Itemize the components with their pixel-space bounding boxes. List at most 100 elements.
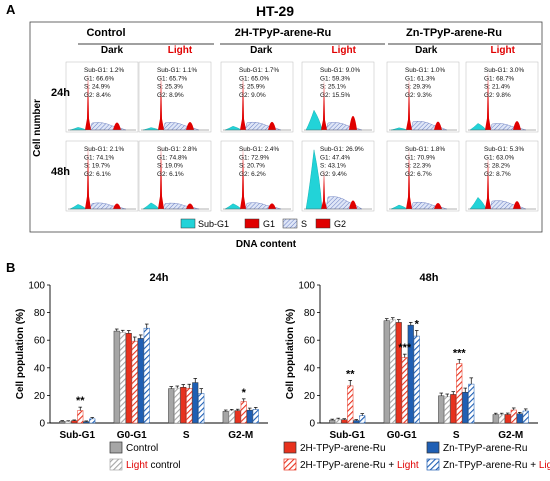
bar bbox=[450, 394, 457, 424]
condition-label-light: Light bbox=[491, 45, 516, 56]
g1-peak bbox=[321, 168, 327, 209]
flow-stat-text: G1: 68.7% bbox=[484, 75, 515, 82]
subg1-peak bbox=[224, 126, 242, 131]
g1-peak bbox=[321, 79, 327, 130]
flow-stat-text: G2: 6.2% bbox=[239, 171, 266, 178]
flow-stat-text: S: 19.0% bbox=[157, 163, 183, 170]
legend-label: Zn-TPyP-arene-Ru + Light bbox=[443, 460, 550, 471]
subg1-peak bbox=[469, 123, 487, 131]
bar bbox=[222, 411, 229, 424]
flow-stat-text: G2: 9.8% bbox=[484, 92, 511, 99]
flow-stat-text: G1: 70.9% bbox=[405, 154, 436, 161]
bar bbox=[389, 319, 396, 424]
subg1-peak bbox=[390, 204, 408, 210]
bar bbox=[462, 391, 469, 424]
flow-stat-text: Sub-G1: 1.2% bbox=[84, 67, 124, 74]
bar bbox=[468, 383, 475, 424]
flow-stat-text: G1: 47.4% bbox=[320, 154, 351, 161]
significance-mark: ** bbox=[76, 395, 85, 407]
group-label-zn: Zn-TPyP-arene-Ru bbox=[406, 27, 502, 39]
flow-panel: Sub-G1: 1.7%G1: 65.0% S: 25.9%G2: 9.0% bbox=[220, 61, 294, 133]
flow-stat-text: Sub-G1: 26.9% bbox=[320, 146, 364, 153]
g2-peak bbox=[113, 122, 121, 130]
bar bbox=[401, 357, 408, 424]
bar bbox=[456, 363, 463, 424]
g2-peak bbox=[113, 203, 121, 209]
flow-stat-text: G2: 8.7% bbox=[484, 171, 511, 178]
bar bbox=[353, 420, 360, 424]
legend-b: Control 2H-TPyP-arene-Ru Zn-TPyP-arene-Ru L… bbox=[109, 441, 550, 471]
significance-mark: *** bbox=[453, 347, 467, 359]
flow-stat-text: S: 25.3% bbox=[157, 84, 183, 91]
condition-label-light: Light bbox=[168, 45, 193, 56]
bar bbox=[83, 421, 90, 424]
subg1-peak bbox=[142, 202, 160, 210]
flow-panel: Sub-G1: 5.3%G1: 63.0% S: 28.2%G2: 8.7% bbox=[465, 140, 539, 212]
bar bbox=[240, 401, 247, 424]
flow-panel: Sub-G1: 1.2%G1: 66.6% S: 24.9%G2: 8.4% bbox=[65, 61, 139, 133]
flow-panel: Sub-G1: 9.0%G1: 59.3% S: 25.1%G2: 15.5% bbox=[301, 61, 375, 133]
significance-mark: *** bbox=[398, 342, 412, 354]
flow-panel-frame bbox=[220, 61, 294, 133]
bar bbox=[438, 395, 445, 424]
legend-swatch bbox=[283, 458, 297, 471]
flow-panel: Sub-G1: 2.4%G1: 72.9% S: 20.7%G2: 6.2% bbox=[220, 140, 294, 212]
bar bbox=[131, 340, 138, 424]
flow-panel-frame bbox=[386, 61, 460, 133]
x-axis-label-dna-content: DNA content bbox=[236, 239, 297, 250]
flow-stat-text: G2: 15.5% bbox=[320, 92, 351, 99]
subg1-peak bbox=[305, 109, 323, 131]
significance-mark: * bbox=[415, 319, 420, 331]
bar bbox=[192, 382, 199, 424]
g1-peak bbox=[85, 146, 91, 209]
bar-chart-48h: 48h 0 20 40 60 80 100 Cell population (%) Sub-G1… bbox=[285, 272, 538, 441]
bar bbox=[516, 413, 523, 424]
bar bbox=[180, 387, 187, 424]
y-tick-label: 40 bbox=[34, 363, 46, 374]
bar bbox=[59, 421, 66, 424]
flow-stat-text: Sub-G1: 3.0% bbox=[484, 67, 524, 74]
g2-peak bbox=[186, 203, 194, 209]
bar bbox=[359, 415, 366, 424]
category-label: Sub-G1 bbox=[59, 430, 95, 441]
bar-chart-24h: 24h 0 20 40 60 80 100 Cell population (%) Sub-G1… bbox=[15, 272, 268, 441]
legend-swatch-s bbox=[282, 218, 298, 229]
legend-label-g1: G1 bbox=[263, 219, 275, 229]
y-tick-label: 0 bbox=[309, 419, 315, 430]
condition-label-dark: Dark bbox=[250, 45, 273, 56]
y-axis-label: Cell population (%) bbox=[285, 309, 296, 400]
flow-stat-text: S: 43.1% bbox=[320, 163, 346, 170]
panel-b-label: B bbox=[6, 260, 15, 275]
flow-stat-text: G1: 61.3% bbox=[405, 75, 436, 82]
flow-stat-text: G1: 59.3% bbox=[320, 75, 351, 82]
subg1-peak bbox=[69, 204, 87, 210]
bar bbox=[198, 393, 205, 424]
flow-stat-text: G2: 6.1% bbox=[157, 171, 184, 178]
bar bbox=[143, 327, 150, 424]
bar bbox=[341, 419, 348, 424]
legend-a: Sub-G1 G1 S G2 bbox=[180, 218, 346, 229]
y-tick-label: 80 bbox=[34, 308, 46, 319]
legend-label: 2H-TPyP-arene-Ru bbox=[300, 443, 386, 454]
bar bbox=[186, 388, 193, 424]
g1-peak bbox=[240, 147, 246, 209]
flow-stat-text: G1: 74.1% bbox=[84, 154, 115, 161]
y-axis-label: Cell population (%) bbox=[15, 309, 26, 400]
subg1-peak bbox=[469, 197, 487, 210]
flow-stat-text: S: 24.9% bbox=[84, 84, 110, 91]
flow-stat-text: Sub-G1: 1.8% bbox=[405, 146, 445, 153]
bar bbox=[492, 414, 499, 424]
g2-peak bbox=[186, 121, 194, 130]
flow-stat-text: G1: 63.0% bbox=[484, 154, 515, 161]
group-label-control: Control bbox=[86, 27, 125, 39]
flow-stat-text: S: 21.4% bbox=[484, 84, 510, 91]
flow-stat-text: S: 22.3% bbox=[405, 163, 431, 170]
chart-title: 24h bbox=[150, 272, 169, 284]
flow-stat-text: G2: 9.0% bbox=[239, 92, 266, 99]
flow-stat-text: G2: 8.4% bbox=[84, 92, 111, 99]
category-label: Sub-G1 bbox=[329, 430, 365, 441]
g1-peak bbox=[406, 77, 412, 130]
category-label: G2-M bbox=[228, 430, 253, 441]
g1-peak bbox=[485, 71, 491, 130]
g1-peak bbox=[485, 155, 491, 209]
